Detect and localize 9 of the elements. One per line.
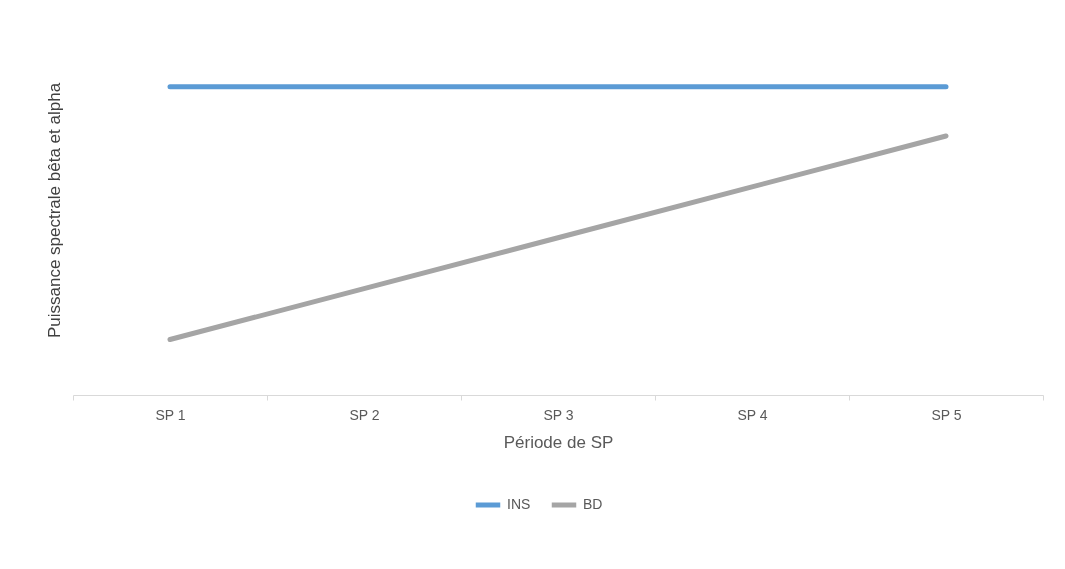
x-tick-label: SP 2 — [349, 406, 380, 423]
legend-label: BD — [583, 496, 603, 512]
x-tick-label: SP 4 — [737, 406, 768, 423]
y-axis-title: Puissance spectrale bêta et alpha — [44, 82, 64, 339]
legend-label: INS — [507, 496, 531, 512]
x-axis-title: Période de SP — [503, 432, 614, 452]
x-tick-label: SP 3 — [543, 406, 574, 423]
x-tick-label: SP 5 — [931, 406, 962, 423]
x-tick-label: SP 1 — [155, 406, 186, 423]
